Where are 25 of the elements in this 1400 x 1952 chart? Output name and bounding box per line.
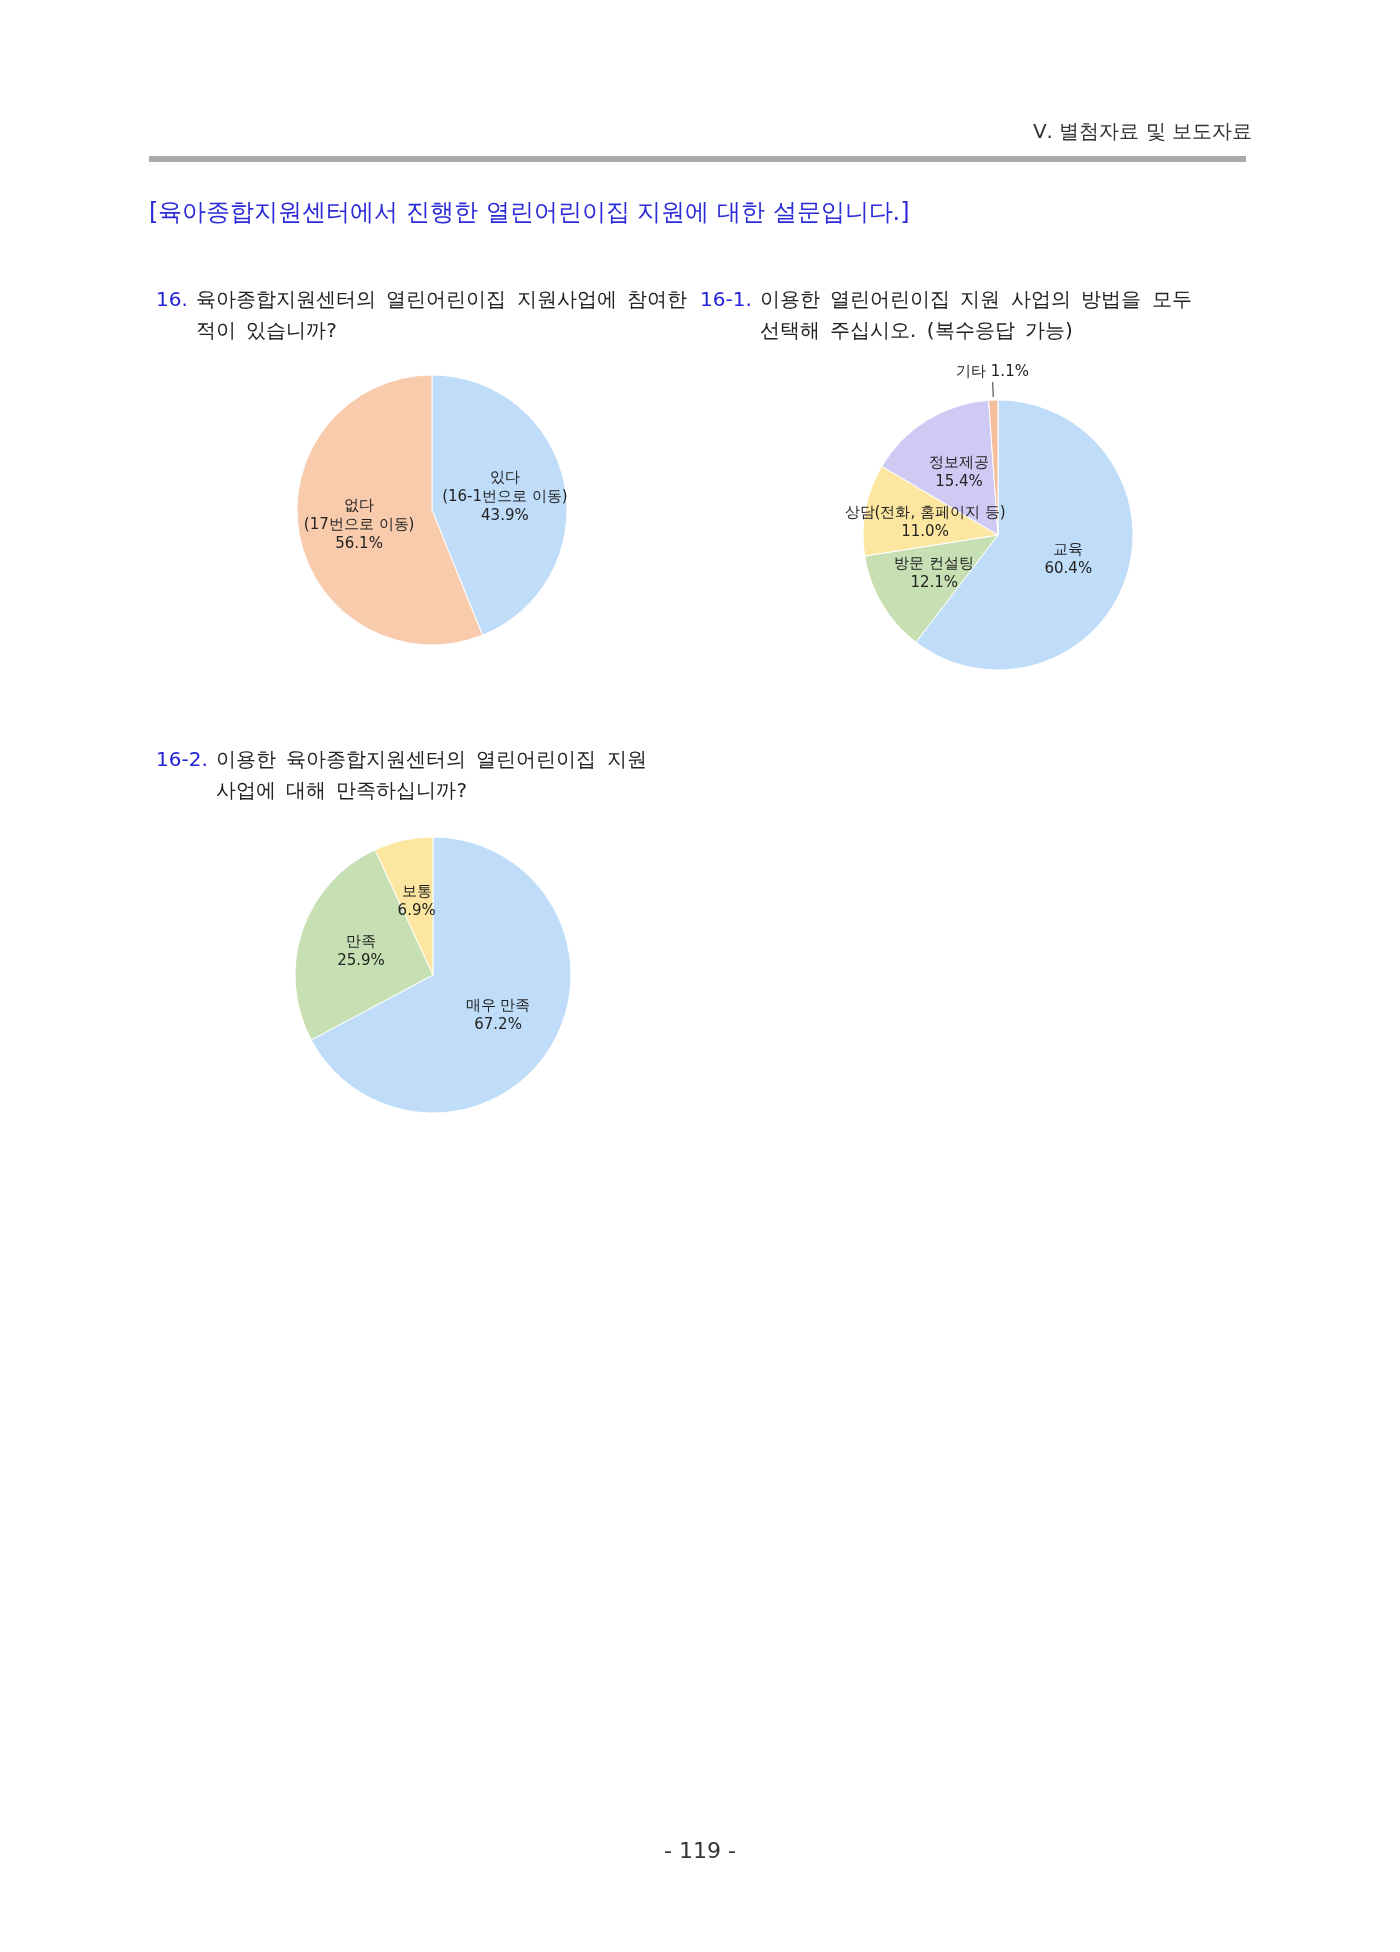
data-label: 56.1%	[335, 534, 383, 553]
chart-title: 16-2. 이용한 육아종합지원센터의 열린어린이집 지원 사업에 대해 만족하십니까?	[156, 746, 647, 804]
data-label: 11.0%	[901, 521, 949, 540]
text: [육아종합지원센터에서 진행한 열린어린이집 지원에 대한 설문입니다.]	[149, 197, 910, 228]
data-label: 67.2%	[474, 1014, 522, 1033]
slice-label: 방문 컨설팅	[894, 554, 975, 573]
slice-label: 없다 (17번으로 이동)	[303, 496, 415, 534]
slice-label: 기타 1.1%	[956, 362, 1029, 381]
data-label: 12.1%	[910, 573, 959, 592]
chart-title: 16-1. 이용한 열린어린이집 지원 사업의 방법을 모두 선택해 주십시오. (복수응답 가능)	[700, 286, 1192, 344]
slice-label: 교육	[1053, 540, 1084, 559]
chart-title: 16. 육아종합지원센터의 열린어린이집 지원사업에 참여한 적이 있습니까?	[156, 286, 687, 344]
slice-label: 있다 (16-1번으로 이동)	[442, 467, 568, 505]
data-label: 15.4%	[935, 472, 983, 491]
slice-label: 상담(전화, 홈페이지 등)	[844, 502, 1006, 521]
data-label: 6.9%	[397, 901, 436, 920]
slice-label: 정보제공	[929, 453, 990, 472]
text: - 119 -	[663, 1838, 737, 1863]
data-label: 60.4%	[1044, 559, 1093, 578]
text: Ⅴ. 별첨자료 및 보도자료	[1032, 118, 1252, 145]
slice-label: 매우 만족	[465, 995, 531, 1014]
slice-label: 만족	[346, 932, 377, 951]
slice-label: 보통	[401, 882, 432, 901]
data-label: 25.9%	[337, 951, 385, 970]
data-label: 43.9%	[481, 505, 529, 524]
